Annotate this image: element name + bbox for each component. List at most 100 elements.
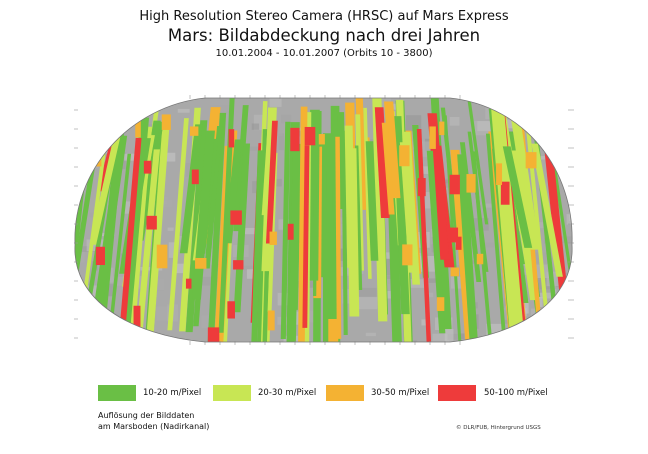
coverage-swath bbox=[335, 136, 342, 339]
title-main: Mars: Bildabdeckung nach drei Jahren bbox=[167, 26, 481, 45]
coverage-patch bbox=[287, 223, 294, 240]
coverage-swath bbox=[490, 98, 517, 339]
coverage-swath bbox=[204, 126, 223, 269]
coverage-swath bbox=[502, 146, 533, 248]
relief-texture bbox=[253, 114, 265, 131]
resolution-note-line1: Auflösung der Bilddaten bbox=[98, 411, 195, 420]
relief-texture bbox=[479, 98, 499, 104]
coverage-patch bbox=[228, 129, 235, 148]
relief-texture bbox=[91, 232, 115, 237]
coverage-patch bbox=[233, 260, 244, 270]
relief-texture bbox=[560, 133, 573, 146]
relief-texture bbox=[153, 279, 165, 291]
coverage-swath bbox=[179, 124, 203, 254]
coverage-swath bbox=[249, 150, 264, 342]
relief-texture bbox=[386, 258, 392, 276]
legend-swatch-50-100 bbox=[438, 385, 476, 401]
relief-texture bbox=[387, 283, 392, 299]
relief-texture bbox=[506, 343, 529, 357]
relief-texture bbox=[167, 227, 174, 231]
relief-texture bbox=[432, 333, 448, 342]
relief-texture bbox=[428, 269, 435, 283]
coverage-swath bbox=[493, 98, 524, 328]
relief-texture bbox=[549, 333, 555, 338]
title-block: High Resolution Stereo Camera (HRSC) auf… bbox=[0, 8, 648, 61]
coverage-swath bbox=[374, 107, 390, 218]
relief-texture bbox=[353, 287, 377, 298]
coverage-patch bbox=[399, 145, 410, 167]
coverage-swath bbox=[207, 112, 227, 342]
coverage-swath bbox=[289, 148, 302, 310]
relief-texture bbox=[93, 128, 100, 134]
coverage-swath bbox=[326, 141, 334, 233]
coverage-patch bbox=[230, 210, 242, 225]
coverage-patch bbox=[417, 178, 426, 197]
relief-texture bbox=[545, 312, 569, 320]
coverage-patch bbox=[146, 215, 157, 230]
coverage-swath bbox=[32, 143, 73, 361]
coverage-swath bbox=[485, 133, 510, 342]
coverage-patch bbox=[189, 126, 199, 136]
relief-texture bbox=[77, 98, 90, 101]
coverage-swath bbox=[233, 105, 249, 232]
relief-texture bbox=[75, 325, 85, 332]
coverage-swath bbox=[572, 102, 612, 303]
coverage-patch bbox=[455, 236, 462, 250]
coverage-patch bbox=[95, 246, 105, 266]
legend-label-30-50: 30-50 m/Pixel bbox=[371, 388, 430, 398]
relief-texture bbox=[119, 109, 134, 115]
coverage-patch bbox=[402, 244, 413, 266]
relief-texture bbox=[268, 229, 288, 240]
coverage-swath bbox=[233, 143, 251, 313]
coverage-patch bbox=[143, 160, 152, 174]
coverage-patch bbox=[448, 227, 459, 243]
relief-texture bbox=[124, 153, 142, 161]
coverage-patch bbox=[318, 134, 325, 145]
coverage-swath bbox=[568, 136, 573, 342]
coverage-swath bbox=[381, 122, 395, 215]
coverage-swath bbox=[167, 118, 189, 331]
resolution-note: Auflösung der Bilddaten am Marsboden (Na… bbox=[98, 410, 209, 432]
legend-label-20-30: 20-30 m/Pixel bbox=[258, 388, 317, 398]
coverage-swath bbox=[570, 142, 573, 303]
relief-texture bbox=[554, 320, 573, 332]
coverage-patch bbox=[290, 127, 300, 152]
resolution-note-line2: am Marsboden (Nadirkanal) bbox=[98, 422, 210, 431]
coverage-swath bbox=[365, 141, 379, 261]
coverage-patch bbox=[267, 310, 275, 331]
relief-texture bbox=[566, 214, 573, 225]
coverage-patch bbox=[304, 126, 316, 146]
relief-texture bbox=[459, 333, 465, 339]
coverage-swath bbox=[581, 106, 621, 370]
relief-texture bbox=[484, 203, 493, 208]
coverage-patch bbox=[439, 121, 445, 136]
relief-texture bbox=[545, 109, 555, 116]
coverage-swath bbox=[143, 117, 171, 342]
relief-texture bbox=[480, 242, 500, 248]
relief-texture bbox=[556, 295, 573, 307]
relief-texture bbox=[384, 275, 392, 291]
legend-label-10-20: 10-20 m/Pixel bbox=[143, 388, 202, 398]
coverage-swath bbox=[384, 101, 401, 199]
coverage-swath bbox=[218, 98, 235, 333]
coverage-swath bbox=[302, 145, 310, 328]
relief-texture bbox=[89, 305, 96, 312]
coverage-swath bbox=[38, 118, 72, 333]
legend-swatch-10-20 bbox=[98, 385, 136, 401]
relief-texture bbox=[356, 296, 378, 310]
relief-texture bbox=[220, 344, 225, 348]
coverage-swath bbox=[89, 133, 122, 245]
coverage-patch bbox=[227, 301, 235, 319]
relief-texture bbox=[449, 116, 460, 126]
coverage-swath bbox=[467, 101, 489, 225]
coverage-swath bbox=[531, 143, 563, 277]
coverage-swath bbox=[30, 125, 68, 234]
coverage-patch bbox=[525, 152, 537, 169]
coverage-patch bbox=[191, 169, 199, 185]
relief-texture bbox=[168, 242, 178, 258]
coverage-swath bbox=[590, 106, 632, 277]
relief-texture bbox=[241, 227, 258, 235]
coverage-swath bbox=[459, 142, 482, 283]
coverage-patch bbox=[500, 181, 510, 205]
